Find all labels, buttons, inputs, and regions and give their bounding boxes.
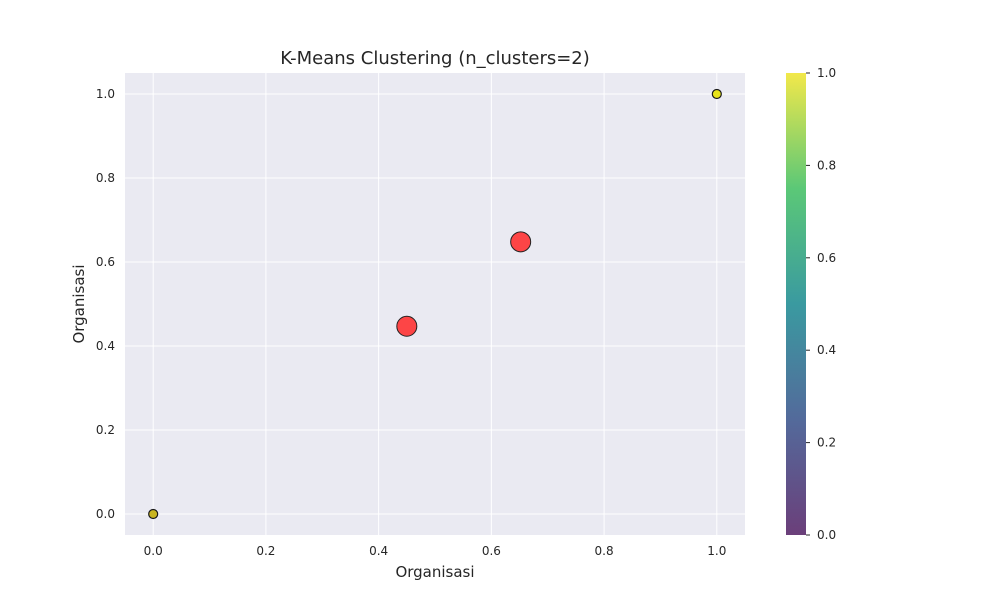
x-tick-label: 0.8 (595, 544, 614, 558)
plot-background (125, 73, 745, 535)
colorbar-tick-label: 0.6 (817, 251, 836, 265)
x-tick-label: 1.0 (707, 544, 726, 558)
chart-title: K-Means Clustering (n_clusters=2) (280, 48, 590, 69)
x-tick-label: 0.2 (256, 544, 275, 558)
centroid-point (510, 231, 532, 253)
y-tick-label: 1.0 (96, 87, 115, 101)
data-points (148, 88, 722, 520)
x-tick-label: 0.4 (369, 544, 388, 558)
colorbar-ticks: 0.0 0.2 0.4 0.6 0.8 1.0 (806, 66, 836, 542)
y-tick-label: 0.2 (96, 423, 115, 437)
data-point (148, 508, 159, 520)
colorbar-tick-label: 0.0 (817, 528, 836, 542)
y-tick-label: 0.8 (96, 171, 115, 185)
y-tick-label: 0.6 (96, 255, 115, 269)
centroids (396, 231, 532, 337)
x-tick-label: 0.0 (144, 544, 163, 558)
y-tick-label: 0.0 (96, 507, 115, 521)
colorbar-tick-label: 1.0 (817, 66, 836, 80)
colorbar-tick-label: 0.8 (817, 158, 836, 172)
x-axis-label: Organisasi (395, 563, 474, 581)
y-tick-labels: 0.0 0.2 0.4 0.6 0.8 1.0 (96, 87, 115, 521)
x-tick-labels: 0.0 0.2 0.4 0.6 0.8 1.0 (144, 544, 727, 558)
x-tick-label: 0.6 (482, 544, 501, 558)
colorbar (786, 73, 806, 535)
data-point (711, 88, 722, 100)
colorbar-tick-label: 0.2 (817, 436, 836, 450)
centroid-point (396, 315, 418, 337)
y-tick-label: 0.4 (96, 339, 115, 353)
colorbar-tick-label: 0.4 (817, 343, 836, 357)
y-axis-label: Organisasi (70, 264, 88, 343)
grid-lines (125, 73, 745, 535)
